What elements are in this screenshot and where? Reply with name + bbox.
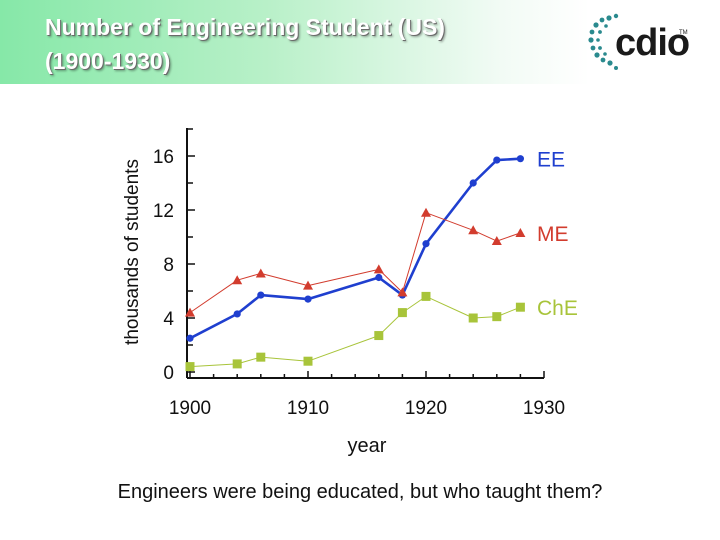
y-tick-label: 4	[163, 309, 174, 330]
data-point-me	[468, 225, 479, 235]
data-point-che	[232, 359, 242, 369]
slide-title-line-2: (1900-1930)	[45, 48, 171, 74]
cdio-swirl-icon	[588, 13, 619, 70]
data-point-me	[515, 227, 526, 237]
chart-series: EE ME ChE	[185, 149, 578, 372]
data-point-ee	[375, 273, 383, 282]
series-che: ChE	[185, 291, 578, 372]
x-tick-label: 1910	[287, 398, 329, 419]
data-point-ee	[304, 295, 312, 303]
data-point-me	[185, 307, 195, 317]
data-point-me	[397, 287, 408, 297]
y-tick-label: 8	[163, 255, 174, 276]
title-banner	[0, 0, 590, 84]
data-point-me	[303, 280, 313, 290]
data-point-ee	[516, 155, 525, 163]
slide-caption: Engineers were being educated, but who t…	[117, 481, 603, 503]
x-tick-label: 1920	[405, 398, 447, 419]
data-point-me	[373, 264, 384, 274]
series-label-ee: EE	[537, 149, 565, 172]
series-line-ee	[189, 157, 521, 340]
data-point-ee	[469, 179, 477, 187]
y-tick-label: 0	[163, 363, 174, 384]
series-me: ME	[185, 207, 569, 317]
cdio-logo: cdio TM	[585, 10, 695, 78]
data-point-ee	[233, 310, 241, 318]
x-axis-label: year	[348, 435, 387, 457]
data-point-che	[468, 313, 478, 323]
data-point-me	[491, 236, 502, 246]
data-point-che	[421, 291, 431, 301]
chart-axes: 0 4 8 12 16 1900 1910 1920 1930	[153, 128, 565, 419]
y-tick-label: 12	[153, 201, 174, 222]
data-point-ee	[422, 240, 430, 248]
logo-trademark: TM	[679, 30, 688, 36]
slide-title: Number of Engineering Student (US) (1900…	[45, 10, 565, 78]
series-line-che	[189, 295, 521, 368]
data-point-che	[185, 362, 195, 372]
series-label-me: ME	[537, 223, 569, 246]
x-tick-label: 1930	[523, 398, 565, 419]
data-point-che	[397, 308, 407, 318]
data-point-ee	[186, 334, 194, 342]
data-point-che	[256, 352, 266, 362]
x-tick-label: 1900	[169, 398, 211, 419]
y-tick-label: 16	[153, 147, 174, 168]
data-point-che	[374, 331, 384, 341]
data-point-ee	[493, 156, 501, 164]
data-point-me	[232, 275, 243, 285]
logo-text: cdio	[615, 22, 690, 64]
data-point-me	[421, 207, 431, 217]
data-point-che	[303, 356, 313, 366]
data-point-ee	[257, 291, 265, 299]
data-point-me	[255, 268, 266, 278]
series-label-che: ChE	[537, 297, 578, 320]
slide-title-line-1: Number of Engineering Student (US)	[45, 14, 445, 40]
series-line-me	[189, 212, 521, 314]
data-point-che	[492, 312, 502, 322]
data-point-che	[515, 302, 525, 312]
series-ee: EE	[186, 149, 565, 342]
y-axis-label: thousands of students	[122, 159, 143, 345]
